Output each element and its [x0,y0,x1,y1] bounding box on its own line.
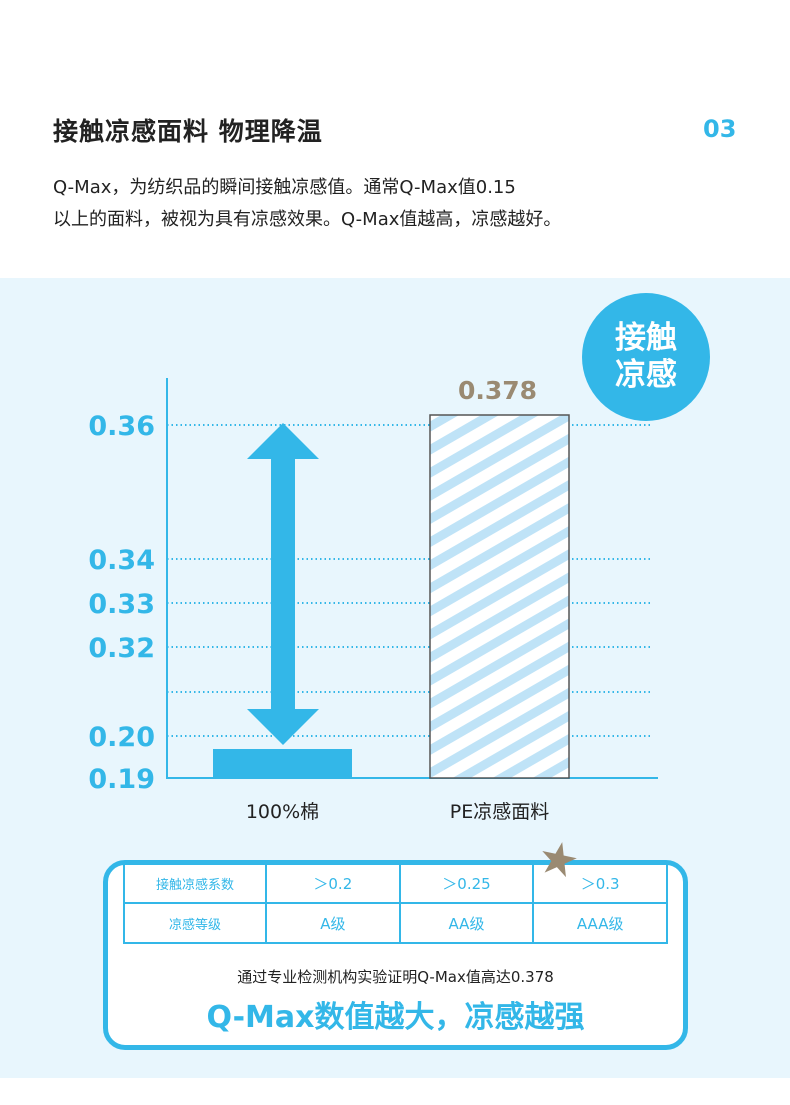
y-tick-label: 0.33 [88,589,155,620]
double-arrow-icon [247,423,319,745]
bar-cotton [213,749,352,778]
x-category-label: 100%棉 [246,801,319,823]
table-cell: A级 [265,902,401,944]
table-row: 接触凉感系数 ＞0.2 ＞0.25 ＞0.3 [123,862,668,904]
y-tick-label: 0.20 [88,722,155,753]
badge-line-1: 接触 [615,320,677,356]
page-title: 接触凉感面料 物理降温 [53,117,323,146]
proof-text: 通过专业检测机构实验证明Q-Max值高达0.378 [237,968,554,986]
table-row: 凉感等级 A级 AA级 AAA级 [123,902,668,944]
y-tick-label: 0.32 [88,633,155,664]
table-cell: ＞0.3 [532,862,668,904]
qmax-bar-chart: 0.19 0.20 0.32 0.33 0.34 0.36 100%棉 PE凉感面料 0.378 [88,376,658,823]
bar-pe-cool-fabric [429,414,570,779]
table-cell: ＞0.2 [265,862,401,904]
table-cell: AAA级 [532,902,668,944]
y-tick-label: 0.19 [88,764,155,795]
slogan: Q-Max数值越大，凉感越强 [206,1000,585,1035]
page-number: 03 [703,115,737,143]
badge-line-2: 凉感 [615,357,677,393]
y-tick-label: 0.34 [88,545,155,576]
description-line-2: 以上的面料，被视为具有凉感效果。Q-Max值越高，凉感越好。 [53,209,562,230]
y-tick-label: 0.36 [88,411,155,442]
description-line-1: Q-Max，为纺织品的瞬间接触凉感值。通常Q-Max值0.15 [53,177,516,198]
table-cell: ＞0.25 [398,862,535,904]
table-cell: AA级 [398,902,535,944]
contact-cool-badge: 接触 凉感 [582,293,710,421]
grade-table: 接触凉感系数 ＞0.2 ＞0.25 ＞0.3 凉感等级 A级 AA级 AAA级 [123,862,668,944]
x-category-label: PE凉感面料 [450,801,549,823]
bar-value-label: 0.378 [458,376,537,405]
table-cell: 凉感等级 [123,902,267,944]
table-cell: 接触凉感系数 [123,862,267,904]
